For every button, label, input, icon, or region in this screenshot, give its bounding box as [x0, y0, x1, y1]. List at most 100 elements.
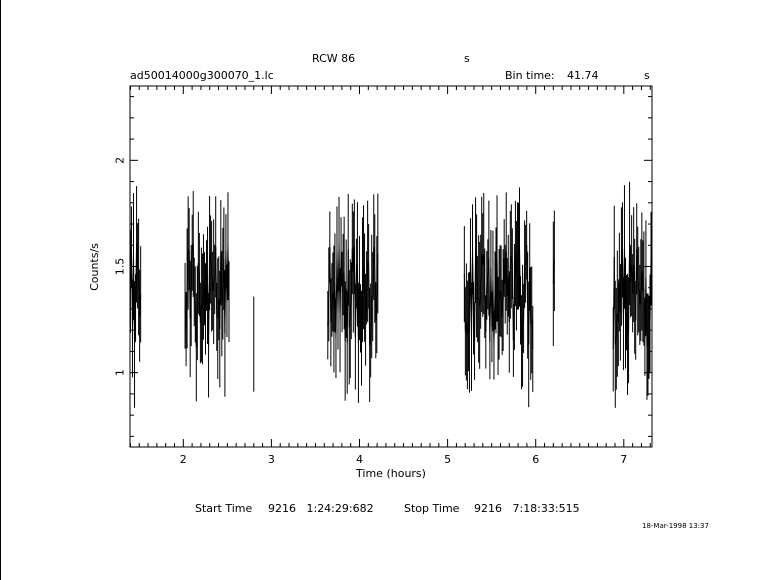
- data-line: [327, 294, 330, 326]
- segment-5: [463, 187, 534, 408]
- data-line: [636, 248, 639, 281]
- x-axis-title: Time (hours): [355, 467, 426, 480]
- data-line: [221, 283, 224, 304]
- data-line: [496, 258, 499, 326]
- data-line: [508, 264, 511, 323]
- data-series: [129, 181, 652, 408]
- data-line: [513, 253, 516, 297]
- data-line: [372, 247, 375, 297]
- data-line: [215, 246, 218, 317]
- data-line: [633, 264, 636, 297]
- segment-4: [327, 193, 379, 404]
- segment-7: [612, 181, 652, 408]
- stop-time-label: Stop Time: [404, 502, 460, 515]
- data-line: [483, 253, 486, 294]
- data-line: [626, 312, 629, 335]
- bin-time-value: 41.74: [567, 69, 599, 82]
- y-tick-label: 1: [114, 369, 127, 376]
- data-line: [613, 256, 616, 345]
- y-axis-title: Counts/s: [88, 243, 101, 291]
- stop-time-value: 9216 7:18:33:515: [474, 502, 580, 515]
- data-line: [354, 273, 357, 337]
- data-line: [203, 286, 205, 289]
- data-line: [637, 280, 640, 290]
- data-line: [188, 249, 191, 319]
- x-tick-label: 2: [180, 453, 187, 466]
- segment-2: [184, 191, 230, 402]
- data-line: [505, 251, 508, 297]
- x-tick-label: 6: [532, 453, 539, 466]
- data-line: [498, 290, 501, 305]
- data-line: [367, 261, 370, 267]
- data-line: [627, 330, 630, 335]
- x-tick-label: 7: [620, 453, 627, 466]
- data-line: [193, 291, 196, 305]
- data-line: [552, 260, 555, 284]
- data-line: [340, 251, 343, 292]
- data-line: [212, 281, 215, 291]
- data-line: [499, 290, 502, 292]
- data-line: [475, 250, 478, 276]
- chart-title: RCW 86: [312, 52, 355, 65]
- data-line: [196, 262, 199, 313]
- data-line: [647, 337, 650, 345]
- data-line: [619, 266, 622, 313]
- data-line: [360, 279, 364, 339]
- data-line: [629, 243, 632, 282]
- data-line: [370, 296, 373, 331]
- data-line: [366, 261, 369, 288]
- data-line: [213, 279, 216, 282]
- segment-1: [129, 186, 142, 408]
- data-line: [628, 243, 631, 331]
- data-line: [497, 304, 500, 326]
- data-line: [521, 325, 524, 343]
- data-line: [227, 246, 230, 302]
- x-tick-labels: 2 3 4 5 6 7: [180, 453, 628, 466]
- data-line: [349, 300, 352, 319]
- data-line: [208, 253, 211, 346]
- data-line: [133, 256, 136, 345]
- data-line: [623, 246, 626, 314]
- data-line: [195, 312, 198, 348]
- data-line: [204, 275, 208, 309]
- x-tick-label: 5: [444, 453, 451, 466]
- y-tick-label: 2: [114, 157, 127, 164]
- data-line: [645, 278, 648, 347]
- data-line: [485, 285, 488, 332]
- y-tick-labels: 11.52: [114, 157, 127, 376]
- data-line: [329, 246, 332, 323]
- data-line: [185, 288, 188, 330]
- data-line: [522, 318, 525, 326]
- data-line: [646, 344, 649, 347]
- data-line: [186, 252, 189, 289]
- data-line: [476, 275, 479, 300]
- data-line: [199, 304, 202, 324]
- data-line: [373, 247, 376, 269]
- data-line: [341, 274, 344, 292]
- bin-time-unit: s: [644, 69, 650, 82]
- data-line: [365, 287, 368, 320]
- chart-title-unit: s: [464, 52, 470, 65]
- data-line: [493, 290, 496, 346]
- data-line: [501, 300, 504, 318]
- data-line: [348, 318, 351, 328]
- data-line: [330, 299, 333, 323]
- data-line: [137, 265, 140, 277]
- data-line: [639, 290, 642, 305]
- data-line: [523, 264, 526, 319]
- y-tick-label: 1.5: [114, 258, 127, 276]
- data-line: [648, 323, 651, 338]
- data-line: [363, 267, 366, 288]
- data-line: [192, 244, 195, 292]
- start-time-value: 9216 1:24:29:682: [268, 502, 374, 515]
- data-line: [614, 338, 617, 345]
- data-line: [615, 313, 618, 339]
- data-line: [206, 275, 209, 286]
- data-line: [512, 296, 515, 341]
- data-line: [135, 244, 138, 309]
- data-line: [369, 330, 372, 345]
- data-line: [139, 294, 142, 316]
- data-line: [347, 249, 350, 328]
- data-line: [209, 253, 212, 260]
